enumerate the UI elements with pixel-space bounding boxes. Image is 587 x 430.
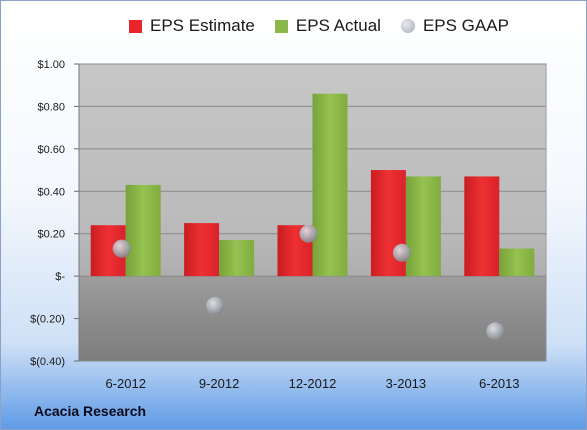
y-tick-label: $(0.20) <box>30 314 65 326</box>
bar-eps-actual <box>405 176 441 277</box>
y-tick-label: $(0.40) <box>30 356 65 368</box>
y-tick-label: $0.20 <box>37 229 65 241</box>
y-tick-label: $- <box>55 271 65 283</box>
legend: EPS Estimate EPS Actual EPS GAAP <box>129 16 529 36</box>
legend-swatch-gaap <box>400 19 415 33</box>
marker-eps-gaap <box>486 322 505 341</box>
bar-eps-estimate <box>464 176 500 277</box>
legend-item-gaap: EPS GAAP <box>400 16 509 36</box>
bar-eps-actual <box>219 240 255 277</box>
legend-swatch-estimate <box>129 19 142 33</box>
x-tick-label: 6-2013 <box>479 376 519 391</box>
marker-eps-gaap <box>112 239 131 258</box>
bar-eps-actual <box>125 184 161 277</box>
y-tick-label: $1.00 <box>37 59 65 71</box>
bar-eps-estimate <box>184 223 220 277</box>
legend-item-estimate: EPS Estimate <box>129 16 255 36</box>
marker-eps-gaap <box>299 224 318 243</box>
legend-label-estimate: EPS Estimate <box>150 16 255 35</box>
legend-label-actual: EPS Actual <box>295 16 381 35</box>
x-tick-label: 9-2012 <box>199 376 239 391</box>
x-tick-label: 12-2012 <box>289 376 337 391</box>
legend-swatch-actual <box>274 19 288 33</box>
bar-eps-actual <box>312 93 348 277</box>
y-tick-label: $0.60 <box>37 144 65 156</box>
legend-item-actual: EPS Actual <box>274 16 381 36</box>
x-tick-label: 3-2013 <box>386 376 426 391</box>
marker-eps-gaap <box>206 296 225 315</box>
marker-eps-gaap <box>392 243 411 262</box>
company-name: Acacia Research <box>34 403 147 419</box>
legend-label-gaap: EPS GAAP <box>422 16 509 35</box>
bar-eps-actual <box>499 248 535 277</box>
y-tick-label: $0.40 <box>37 186 65 198</box>
x-tick-label: 6-2012 <box>105 376 145 391</box>
y-tick-label: $0.80 <box>37 101 65 113</box>
